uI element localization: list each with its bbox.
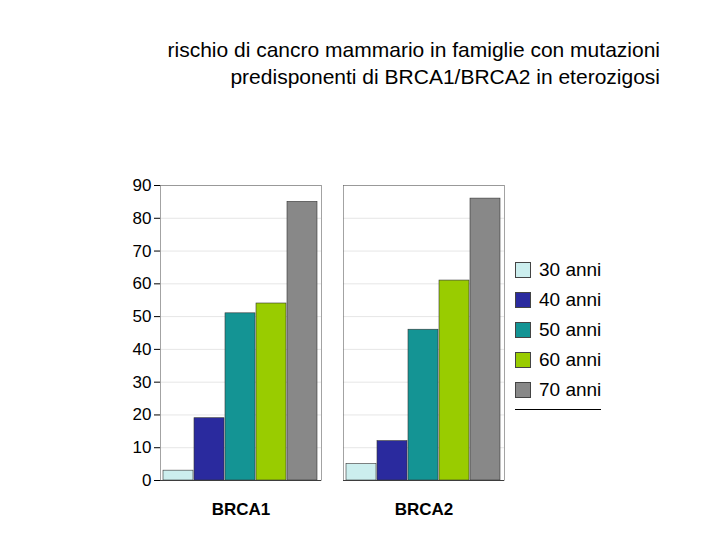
html-text:30 anni: 30 anni xyxy=(539,259,602,280)
svg-text:30: 30 xyxy=(133,373,152,392)
html-text:rischio di cancro mammario in: rischio di cancro mammario in famiglie c… xyxy=(167,38,660,89)
html-text:70 anni: 70 anni xyxy=(539,379,602,400)
svg-text:40: 40 xyxy=(133,340,152,359)
svg-text:20: 20 xyxy=(133,405,152,424)
svg-text:50: 50 xyxy=(133,307,152,326)
html-text:50 anni: 50 anni xyxy=(539,319,602,340)
svg-text:10: 10 xyxy=(133,438,152,457)
svg-text:BRCA1: BRCA1 xyxy=(212,500,271,519)
svg-text:60: 60 xyxy=(133,274,152,293)
html-text:40 anni: 40 anni xyxy=(539,289,602,310)
svg-text:80: 80 xyxy=(133,209,152,228)
svg-text:BRCA2: BRCA2 xyxy=(395,500,454,519)
html-text:60 anni: 60 anni xyxy=(539,349,602,370)
svg-text:70: 70 xyxy=(133,241,152,260)
svg-text:0: 0 xyxy=(142,471,151,490)
svg-text:90: 90 xyxy=(133,176,152,195)
